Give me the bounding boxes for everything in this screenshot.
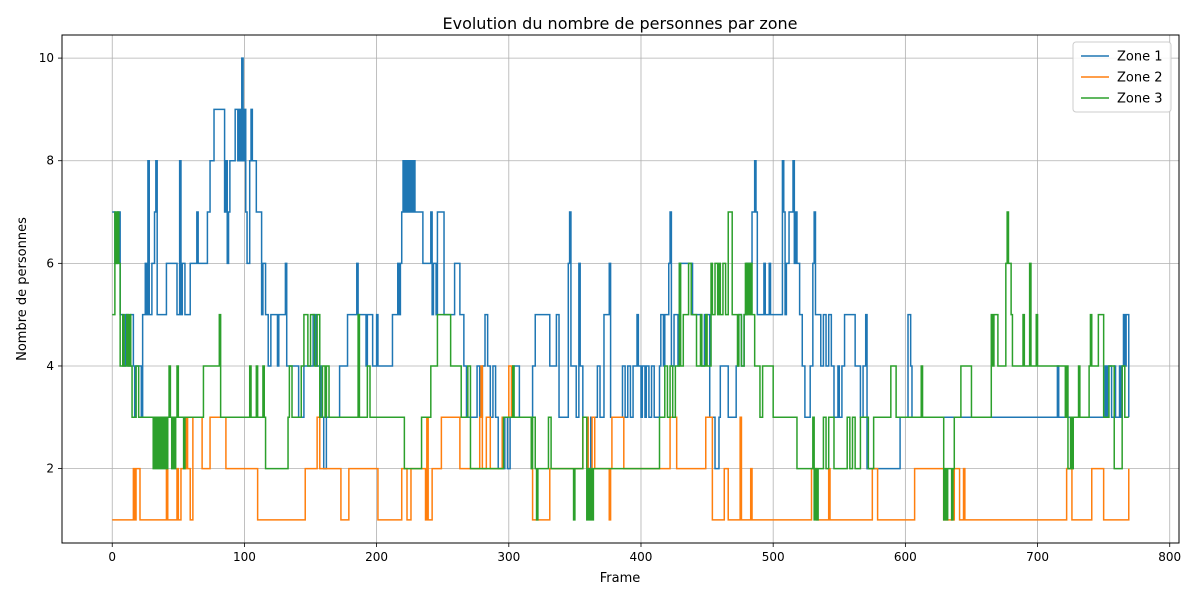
legend-box	[1072, 41, 1172, 113]
x-tick-label: 200	[365, 550, 388, 564]
x-tick-label: 600	[894, 550, 917, 564]
legend-label: Zone 3	[1117, 92, 1163, 107]
legend-label: Zone 2	[1117, 71, 1163, 86]
y-tick-label: 6	[46, 256, 54, 270]
legend-label: Zone 1	[1117, 50, 1163, 65]
legend: Zone 1 Zone 2 Zone 3	[1072, 41, 1172, 113]
y-tick-label: 4	[46, 359, 54, 373]
series-line-zone-2	[112, 365, 1130, 521]
y-axis-label: Nombre de personnes	[15, 217, 30, 361]
x-tick-label: 700	[1026, 550, 1049, 564]
x-tick-label: 500	[762, 550, 785, 564]
x-tick-label: 0	[108, 550, 116, 564]
x-tick-label: 800	[1158, 550, 1181, 564]
y-tick-label: 10	[39, 51, 54, 65]
series-line-zone-3	[112, 211, 1129, 521]
chart-title: Evolution du nombre de personnes par zon…	[442, 14, 797, 33]
x-axis-label: Frame	[600, 571, 641, 586]
x-tick-label: 100	[233, 550, 256, 564]
y-tick-label: 2	[46, 462, 54, 476]
plot-frame	[61, 34, 1180, 544]
x-tick-label: 300	[497, 550, 520, 564]
axes: 0 100 200 300 400 500 600 700 800 2 4 6 8 10	[39, 51, 1181, 564]
x-tick-label: 400	[630, 550, 653, 564]
series-lines	[112, 57, 1130, 521]
y-tick-label: 8	[46, 154, 54, 168]
